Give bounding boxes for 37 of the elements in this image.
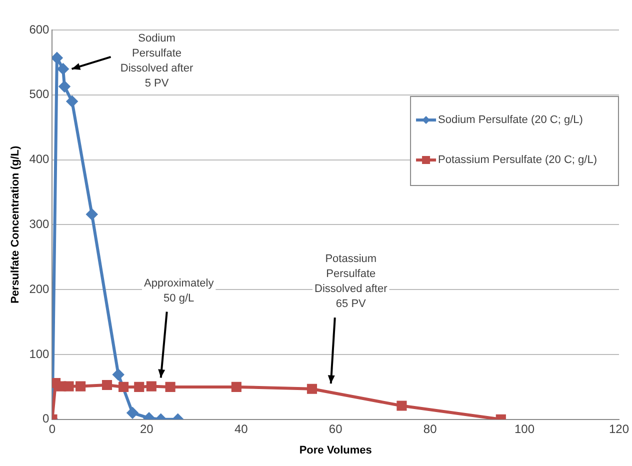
y-axis-title: Persulfate Concentration (g/L)	[10, 146, 22, 304]
point	[118, 382, 129, 392]
legend-label: Potassium Persulfate (20 C; g/L)	[438, 154, 597, 166]
point	[134, 382, 144, 392]
legend-label: Sodium Persulfate (20 C; g/L)	[438, 114, 583, 126]
point	[86, 208, 98, 220]
point	[231, 382, 242, 392]
annotation: Sodium Persulfate Dissolved after 5 PV	[120, 32, 194, 90]
point	[306, 384, 318, 394]
y-tick-label: 400	[29, 152, 50, 166]
point	[396, 400, 407, 411]
x-axis-title: Pore Volumes	[299, 444, 372, 456]
annotation: Potassium Persulfate Dissolved after 65 PV	[314, 253, 388, 310]
point	[64, 381, 74, 392]
point	[146, 381, 156, 392]
point	[66, 96, 78, 107]
y-tick-label: 500	[29, 87, 50, 102]
x-tick-label: 120	[608, 422, 630, 436]
x-tick-label: 40	[234, 422, 248, 436]
x-tick-label: 100	[514, 422, 535, 436]
point	[102, 380, 112, 390]
point	[76, 381, 86, 392]
y-tick-label: 200	[29, 282, 50, 296]
x-tick-label: 60	[328, 422, 343, 436]
y-tick-label: 100	[29, 346, 50, 361]
point	[112, 369, 124, 380]
x-tick-label: 20	[140, 422, 154, 436]
point	[52, 52, 62, 64]
y-tick-label: 0	[42, 412, 50, 426]
point	[59, 80, 70, 92]
point	[58, 63, 69, 74]
y-tick-label: 600	[29, 22, 50, 36]
y-tick-label: 300	[29, 217, 50, 232]
annotation: Approximately 50 g/L	[144, 277, 214, 304]
x-tick-label: 80	[423, 422, 438, 436]
point	[165, 382, 176, 392]
point	[127, 407, 138, 418]
